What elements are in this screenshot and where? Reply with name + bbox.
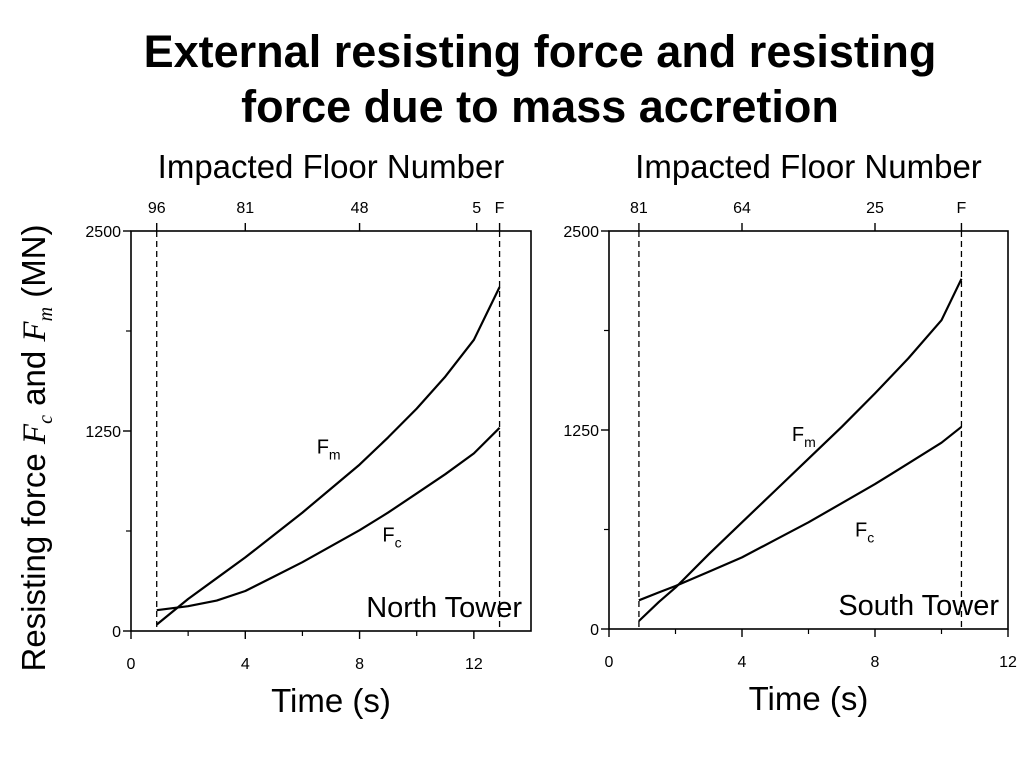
panel-1-top-tick-label: 81 [236,200,254,217]
panel-2-series-fm-line [638,278,963,622]
panel-1-series-fc-label: Fc [382,524,401,550]
panel-1-series-fm-line [156,286,501,626]
panel-2-series-fc-label: Fc [855,520,874,546]
chart-title-line-1: External resisting force and resisting [143,26,937,77]
panel-1-tower-annotation: North Tower [366,592,522,624]
panel-2-x-tick-label: 4 [738,654,747,671]
panel-1-top-axis-title: Impacted Floor Number [158,148,505,185]
chart-title: External resisting force and resisting f… [40,24,1024,134]
panel-1-series-fc-line [156,427,501,612]
panel-2-y-tick-label: 0 [590,622,599,639]
panel-1-series-fm-label: Fm [317,436,341,462]
panel-2-top-axis-title: Impacted Floor Number [635,148,982,185]
panel-1-x-tick-label: 12 [465,656,483,673]
shared-y-axis-label: Resisting force Fc and Fm (MN) [15,225,57,672]
panel-1-y-tick-label: 0 [112,624,121,641]
panel-2-series-fm-label: Fm [792,424,816,450]
panel-1-x-tick-label: 8 [355,656,364,673]
panel-1-top-tick-label: 96 [148,200,166,217]
panel-1-plot-frame [130,230,532,632]
chart-title-line-2: force due to mass accretion [241,81,839,132]
panel-2-plot-frame [608,230,1009,630]
panel-1-x-tick-label: 0 [127,656,136,673]
panel-1-x-axis-title: Time (s) [271,682,391,719]
panel-2-x-tick-label: 0 [605,654,614,671]
panel-2-y-tick-label: 2500 [563,224,599,241]
panel-1-top-tick-label: F [495,200,505,217]
panel-2-y-tick-label: 1250 [563,423,599,440]
panel-2-series-fc-line [638,425,963,602]
panel-1-y-tick-label: 2500 [85,224,121,241]
panel-2-x-tick-label: 8 [871,654,880,671]
panel-2-top-tick-label: 81 [630,200,648,217]
panel-2-top-tick-label: 25 [866,200,884,217]
panel-1-top-tick-label: 5 [472,200,481,217]
panel-1-x-tick-label: 4 [241,656,250,673]
panel-1-top-tick-label: 48 [351,200,369,217]
panel-2-tower-annotation: South Tower [838,590,999,622]
panel-2-top-tick-label: F [957,200,967,217]
south-tower-panel: 0 4 8 12 0 1250 2500 81 64 25 F Fm Fc South Tower Impa… [563,148,1017,717]
panel-2-x-tick-label: 12 [999,654,1017,671]
panel-1-y-tick-label: 1250 [85,424,121,441]
panel-2-top-tick-label: 64 [733,200,751,217]
panel-2-x-axis-title: Time (s) [749,680,869,717]
